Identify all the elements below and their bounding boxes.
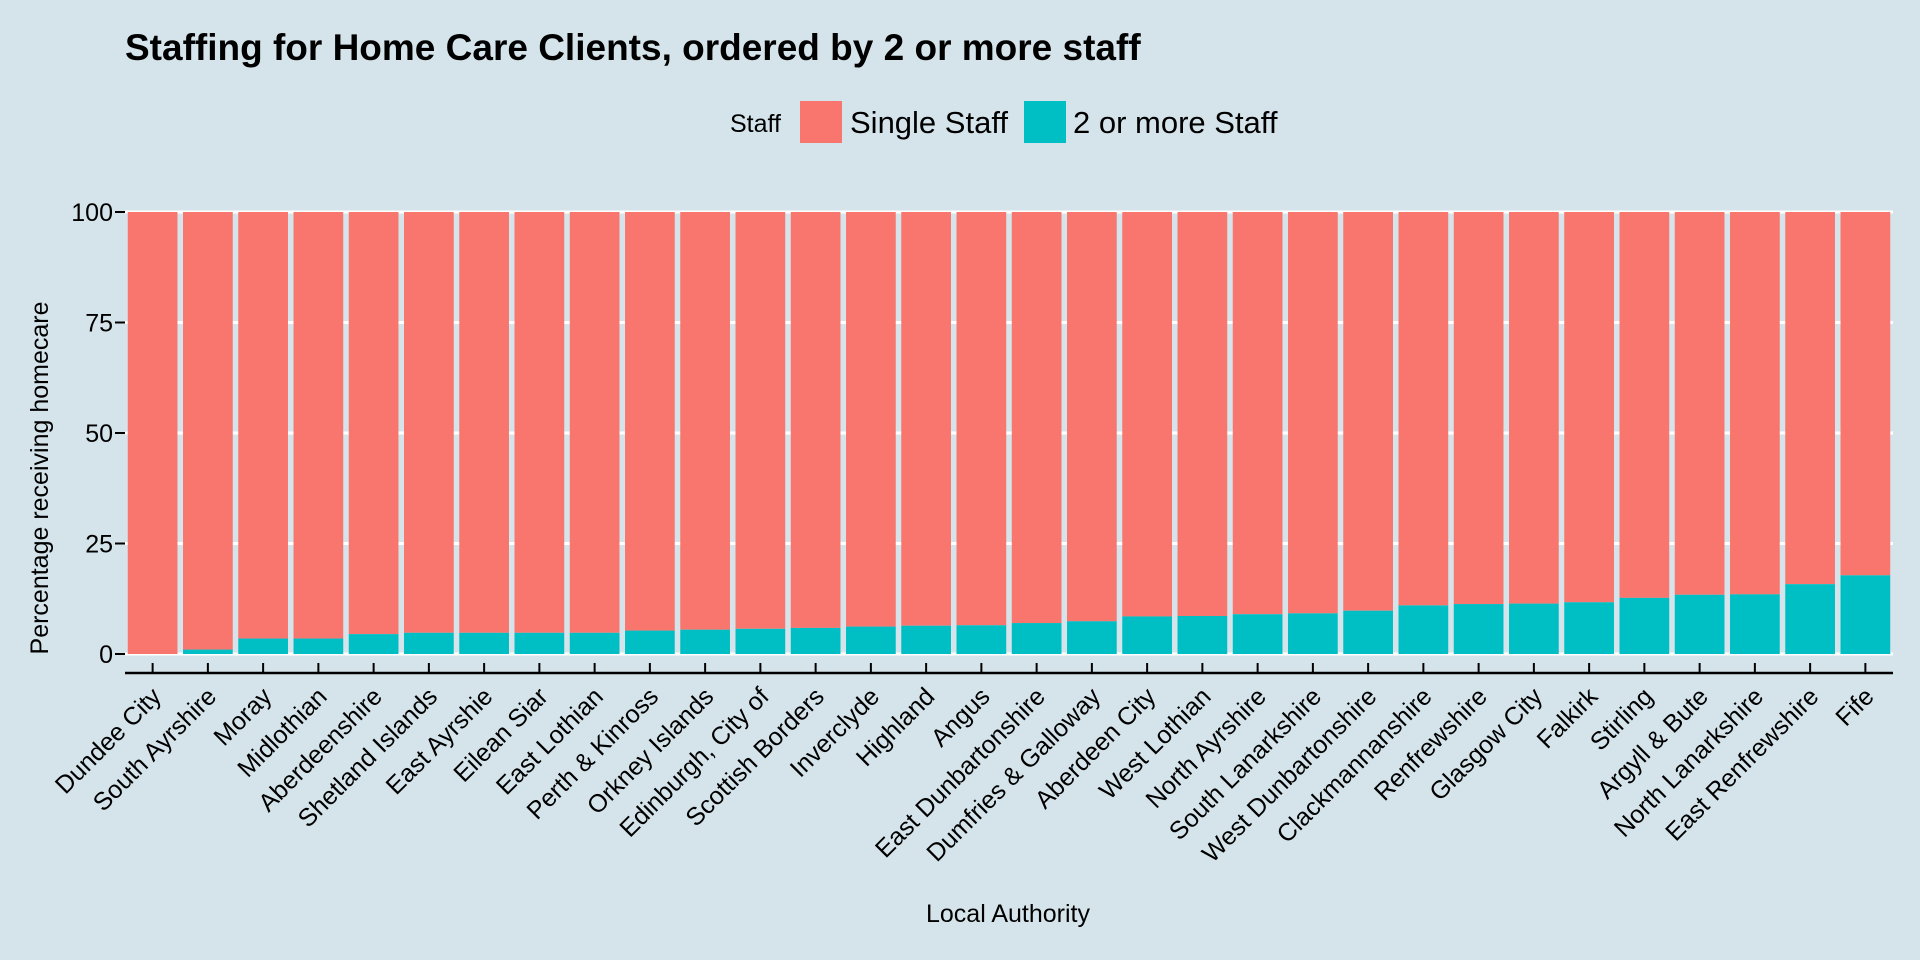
bar-two-or-more-staff-north-lanarkshire xyxy=(1730,594,1780,654)
y-tick-label-75: 75 xyxy=(85,310,113,338)
bar-single-staff-stirling xyxy=(1619,212,1670,598)
bar-single-staff-north-ayrshire xyxy=(1232,212,1283,615)
bar-two-or-more-staff-aberdeen-city xyxy=(1122,616,1172,654)
bar-single-staff-shetland-islands xyxy=(404,212,454,633)
bar-two-or-more-staff-moray xyxy=(238,638,288,654)
bar-two-or-more-staff-west-dunbartonshire xyxy=(1343,610,1393,654)
bar-single-staff-angus xyxy=(956,212,1007,626)
bar-two-or-more-staff-dumfries-galloway xyxy=(1067,621,1117,654)
legend-swatch-single-staff xyxy=(800,101,842,143)
bar-two-or-more-staff-east-ayrshie xyxy=(459,632,509,654)
bar-two-or-more-staff-orkney-islands xyxy=(680,629,730,654)
bar-single-staff-east-ayrshie xyxy=(459,212,509,633)
bar-single-staff-eilean-siar xyxy=(514,212,565,633)
legend-swatch-two-or-more-staff xyxy=(1024,101,1066,143)
bar-two-or-more-staff-edinburgh-city-of xyxy=(735,628,786,654)
bar-single-staff-fife xyxy=(1840,212,1891,576)
bar-single-staff-renfrewshire xyxy=(1453,212,1504,605)
bar-two-or-more-staff-fife xyxy=(1840,575,1891,654)
y-axis-label: Percentage receiving homecare xyxy=(26,302,54,655)
bar-single-staff-moray xyxy=(238,212,288,639)
bar-two-or-more-staff-renfrewshire xyxy=(1453,604,1504,654)
bar-single-staff-scottish-borders xyxy=(790,212,841,628)
y-tick-label-100: 100 xyxy=(71,199,113,227)
bar-single-staff-falkirk xyxy=(1564,212,1614,603)
bar-single-staff-argyll-bute xyxy=(1674,212,1725,595)
x-tick-label-fife: Fife xyxy=(1830,682,1879,731)
bar-two-or-more-staff-stirling xyxy=(1619,597,1670,654)
bar-single-staff-glasgow-city xyxy=(1509,212,1559,604)
legend-title: Staff xyxy=(730,110,781,138)
bar-two-or-more-staff-highland xyxy=(901,625,951,654)
bar-single-staff-east-dunbartonshire xyxy=(1011,212,1062,624)
bar-single-staff-dundee-city xyxy=(127,212,178,654)
bar-two-or-more-staff-scottish-borders xyxy=(790,627,841,654)
bar-single-staff-edinburgh-city-of xyxy=(735,212,786,629)
bar-single-staff-clackmannanshire xyxy=(1398,212,1449,606)
bar-two-or-more-staff-west-lothian xyxy=(1177,615,1228,654)
bar-single-staff-east-renfrewshire xyxy=(1785,212,1835,585)
bars xyxy=(127,212,1891,654)
bar-single-staff-midlothian xyxy=(293,212,344,639)
y-tick-label-0: 0 xyxy=(99,641,113,669)
y-tick-label-25: 25 xyxy=(85,531,113,559)
bar-two-or-more-staff-shetland-islands xyxy=(404,632,454,654)
bar-single-staff-inverclyde xyxy=(846,212,896,627)
bar-single-staff-orkney-islands xyxy=(680,212,730,630)
bar-two-or-more-staff-north-ayrshire xyxy=(1232,614,1283,654)
bar-two-or-more-staff-inverclyde xyxy=(846,626,896,654)
bar-two-or-more-staff-argyll-bute xyxy=(1674,594,1725,654)
bar-two-or-more-staff-east-dunbartonshire xyxy=(1011,623,1062,654)
bar-two-or-more-staff-midlothian xyxy=(293,638,344,654)
bar-two-or-more-staff-perth-kinross xyxy=(625,630,675,654)
legend-label-two-or-more-staff: 2 or more Staff xyxy=(1073,105,1278,140)
bar-two-or-more-staff-angus xyxy=(956,625,1007,654)
y-axis: 0 25 50 75 100 xyxy=(71,199,125,669)
bar-two-or-more-staff-east-renfrewshire xyxy=(1785,584,1835,654)
bar-single-staff-dumfries-galloway xyxy=(1067,212,1117,622)
bar-two-or-more-staff-south-lanarkshire xyxy=(1288,613,1338,654)
x-axis-label: Local Authority xyxy=(926,900,1090,928)
y-tick-label-50: 50 xyxy=(85,420,113,448)
bar-single-staff-west-dunbartonshire xyxy=(1343,212,1393,611)
bar-single-staff-highland xyxy=(901,212,951,626)
bar-single-staff-aberdeen-city xyxy=(1122,212,1172,617)
bar-single-staff-south-ayrshire xyxy=(183,212,233,650)
bar-single-staff-aberdeenshire xyxy=(348,212,399,635)
bar-two-or-more-staff-south-ayrshire xyxy=(183,649,233,654)
bar-single-staff-north-lanarkshire xyxy=(1730,212,1780,595)
bar-single-staff-west-lothian xyxy=(1177,212,1228,616)
bar-single-staff-south-lanarkshire xyxy=(1288,212,1338,614)
bar-two-or-more-staff-glasgow-city xyxy=(1509,603,1559,654)
legend: Staff Single Staff 2 or more Staff xyxy=(730,101,1278,143)
bar-two-or-more-staff-falkirk xyxy=(1564,602,1614,654)
bar-two-or-more-staff-clackmannanshire xyxy=(1398,605,1449,654)
bar-single-staff-perth-kinross xyxy=(625,212,675,631)
chart-title: Staffing for Home Care Clients, ordered … xyxy=(125,27,1141,68)
legend-label-single-staff: Single Staff xyxy=(850,105,1008,140)
bar-single-staff-east-lothian xyxy=(569,212,620,633)
bar-two-or-more-staff-east-lothian xyxy=(569,632,620,654)
bar-two-or-more-staff-eilean-siar xyxy=(514,632,565,654)
bar-two-or-more-staff-aberdeenshire xyxy=(348,634,399,654)
